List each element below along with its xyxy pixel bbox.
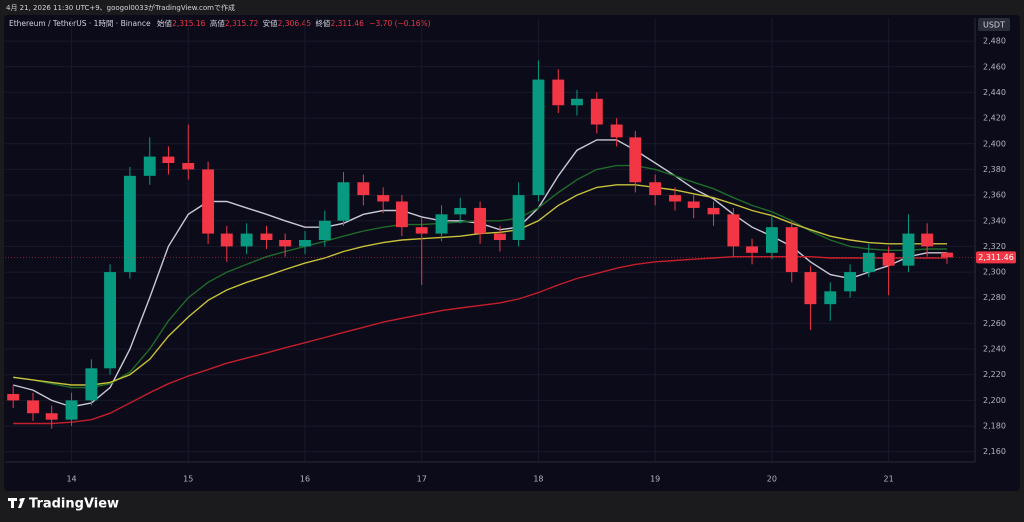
x-tick-label: 19: [650, 475, 660, 484]
close-value: 2,311.46: [330, 19, 364, 28]
high-label: 高値: [210, 18, 225, 28]
candle-body: [552, 79, 565, 106]
candle-body: [318, 220, 331, 240]
currency[interactable]: USDT: [983, 21, 1005, 30]
y-tick-label: 2,200: [983, 396, 1006, 405]
candle-body: [882, 252, 895, 266]
y-tick-label: 2,160: [983, 447, 1006, 456]
price-tag: [976, 251, 1016, 264]
candle-body: [571, 98, 583, 106]
candle-body: [493, 233, 506, 240]
y-tick-label: 2,260: [983, 319, 1006, 328]
candle-body: [377, 195, 390, 202]
candle-body: [844, 272, 857, 292]
candle-body: [824, 291, 837, 305]
x-tick-label: 20: [767, 475, 777, 484]
candle-body: [785, 227, 798, 273]
open-label: 始値: [157, 18, 172, 28]
low-label: 安値: [263, 18, 278, 28]
candle-body: [649, 182, 662, 196]
candle-body: [746, 246, 759, 253]
candle-body: [862, 252, 875, 273]
low-value: 2,306.45: [278, 19, 312, 28]
y-tick-label: 2,360: [983, 191, 1006, 200]
y-tick-label: 2,220: [983, 370, 1006, 379]
candle-body: [804, 272, 817, 305]
high-value: 2,315.72: [225, 19, 259, 28]
candle-body: [687, 201, 700, 208]
candle-body: [123, 175, 136, 273]
candle-body: [629, 137, 642, 183]
candle-body: [921, 233, 934, 247]
x-tick-label: 17: [417, 475, 427, 484]
candle-body: [279, 240, 292, 247]
chart-panel: [4, 15, 1020, 491]
x-tick-label: 14: [66, 475, 76, 484]
y-tick-label: 2,180: [983, 422, 1006, 431]
candle-body: [7, 393, 20, 401]
candle-body: [707, 207, 720, 215]
candle-body: [765, 227, 778, 253]
candle-body: [902, 233, 915, 266]
candle-body: [85, 368, 98, 401]
candle-body: [454, 207, 467, 215]
candle-body: [299, 240, 311, 247]
candle-body: [474, 207, 487, 234]
x-tick-label: 21: [884, 475, 894, 484]
candle-body: [357, 182, 370, 196]
x-tick-label: 16: [300, 475, 310, 484]
candle-body: [435, 214, 448, 234]
y-tick-label: 2,400: [983, 139, 1006, 148]
candle-body: [182, 163, 195, 170]
candle-body: [532, 79, 545, 196]
candle-body: [610, 124, 623, 138]
candle-body: [162, 156, 175, 164]
candle-body: [337, 182, 350, 221]
candle-body: [415, 227, 428, 234]
created-note: 4月 21, 2026 11:30 UTC+9、googol0033がTradi…: [6, 3, 235, 12]
symbol: Ethereum / TetherUS · 1時間 · Binance: [9, 19, 151, 28]
change-value: −3.70 (−0.16%): [369, 19, 430, 28]
candle-body: [65, 400, 78, 420]
y-tick-label: 2,420: [983, 114, 1006, 123]
y-tick-label: 2,340: [983, 216, 1006, 225]
candle-body: [669, 195, 681, 202]
x-tick-label: 18: [533, 475, 543, 484]
candle-body: [941, 252, 953, 258]
candle-body: [512, 195, 525, 240]
y-tick-label: 2,300: [983, 268, 1006, 277]
candle-body: [240, 233, 253, 247]
candle-body: [395, 201, 408, 228]
y-tick-label: 2,380: [983, 165, 1006, 174]
y-tick-label: 2,320: [983, 242, 1006, 251]
candle-body: [45, 413, 58, 420]
candle-body: [220, 233, 233, 247]
y-tick-label: 2,480: [983, 37, 1006, 46]
y-tick-label: 2,460: [983, 62, 1006, 71]
candle-body: [260, 233, 273, 240]
price-tag-label: 2,311.46: [978, 253, 1014, 262]
brand-name: TradingView: [29, 497, 119, 512]
candle-body: [202, 169, 215, 234]
y-tick-label: 2,440: [983, 88, 1006, 97]
y-tick-label: 2,280: [983, 293, 1006, 302]
x-tick-label: 15: [183, 475, 193, 484]
candle-body: [27, 400, 39, 414]
candle-body: [104, 272, 117, 369]
currency-box[interactable]: [978, 18, 1010, 31]
y-tick-label: 2,240: [983, 345, 1006, 354]
candle-body: [143, 156, 156, 176]
candle-body: [590, 98, 603, 125]
close-label: 終値: [315, 18, 330, 28]
brand-logo: [8, 498, 25, 508]
ohlc-header: Ethereum / TetherUS · 1時間 · Binance 始値2,…: [9, 18, 431, 28]
candle-body: [727, 214, 740, 247]
open-value: 2,315.16: [172, 19, 206, 28]
